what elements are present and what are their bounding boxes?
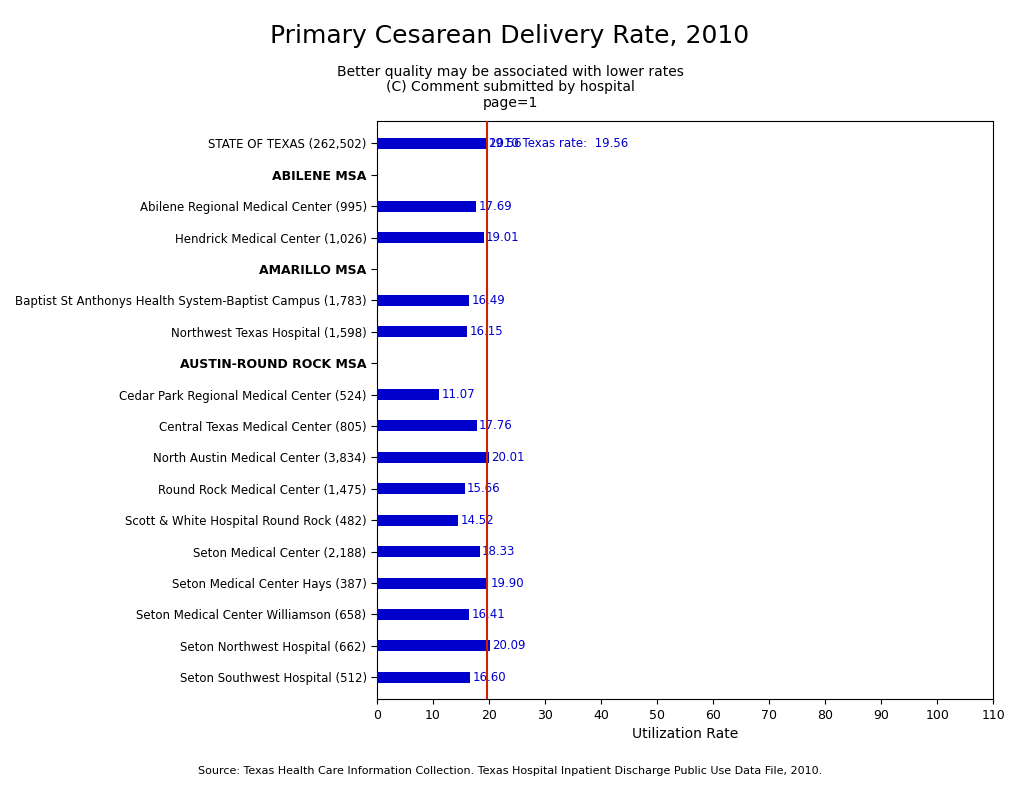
Text: 16.60: 16.60 [472,671,505,684]
Bar [377,421,476,432]
Bar [377,452,489,463]
Text: 17.69: 17.69 [478,199,512,213]
Text: 19.01: 19.01 [485,231,519,244]
Text: 11.07: 11.07 [441,388,475,401]
Bar [377,671,470,682]
Bar [377,232,483,243]
Bar [377,578,488,589]
Bar [377,546,479,557]
Text: 14.52: 14.52 [461,514,494,526]
Text: Primary Cesarean Delivery Rate, 2010: Primary Cesarean Delivery Rate, 2010 [270,24,749,47]
X-axis label: Utilization Rate: Utilization Rate [632,727,738,742]
Bar [377,138,486,149]
Bar [377,201,476,212]
Text: Better quality may be associated with lower rates: Better quality may be associated with lo… [336,65,683,79]
Text: 17.76: 17.76 [478,419,512,433]
Text: 19.90: 19.90 [490,577,524,589]
Text: 2010 Texas rate:  19.56: 2010 Texas rate: 19.56 [488,137,628,150]
Text: (C) Comment submitted by hospital: (C) Comment submitted by hospital [385,80,634,95]
Text: 15.66: 15.66 [467,482,500,496]
Text: 20.01: 20.01 [491,451,525,464]
Text: 16.41: 16.41 [471,608,504,621]
Bar [377,609,469,620]
Text: 20.09: 20.09 [491,639,525,652]
Text: Source: Texas Health Care Information Collection. Texas Hospital Inpatient Disch: Source: Texas Health Care Information Co… [198,766,821,776]
Bar [377,389,438,400]
Bar [377,641,489,652]
Bar [377,515,458,526]
Bar [377,295,469,306]
Bar [377,326,467,337]
Text: 19.56: 19.56 [488,137,522,150]
Text: 16.15: 16.15 [470,325,502,338]
Bar [377,483,465,494]
Text: page=1: page=1 [482,96,537,110]
Text: 16.49: 16.49 [471,294,504,307]
Text: 18.33: 18.33 [481,545,515,558]
